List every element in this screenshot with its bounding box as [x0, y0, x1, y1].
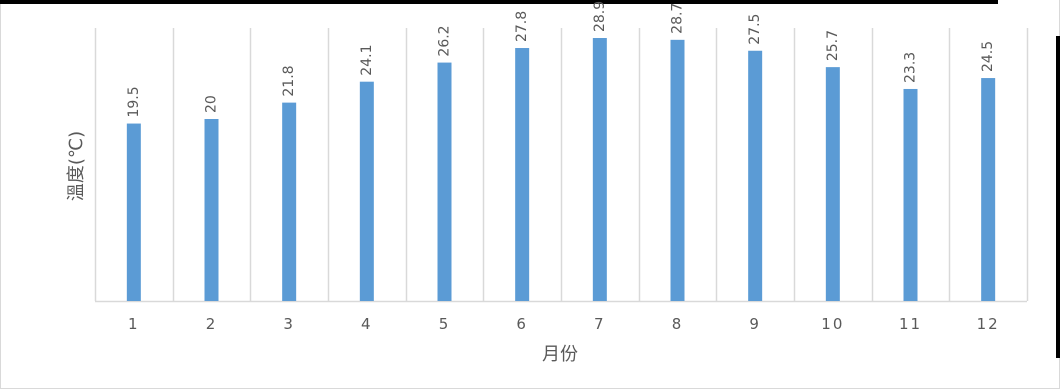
bar: [670, 39, 685, 302]
bar: [126, 123, 141, 301]
data-labels: 19.5 20 21.8 24.1 26.2 27.8 28.9 28.7 27.5 25.7 23…: [126, 1, 996, 118]
data-label: 19.5: [126, 86, 142, 117]
data-label: 28.7: [670, 3, 686, 34]
data-label: 27.5: [747, 14, 763, 45]
x-tick-label: 5: [439, 315, 451, 333]
chart-grid: [94, 28, 1029, 303]
data-label: 24.1: [359, 45, 375, 76]
bar: [359, 81, 374, 301]
bar: [592, 38, 607, 301]
x-tick-label: 8: [672, 315, 684, 333]
x-axis-title: 月份: [542, 344, 578, 365]
data-label: 26.2: [437, 25, 453, 56]
x-tick-label: 1: [128, 315, 140, 333]
bar: [903, 88, 918, 301]
top-border-bar: [0, 0, 998, 4]
x-tick-label: 10: [821, 315, 844, 333]
x-tick-label: 7: [594, 315, 606, 333]
data-label: 27.8: [514, 11, 530, 42]
x-tick-label: 4: [361, 315, 373, 333]
data-label: 21.8: [281, 65, 297, 96]
x-tick-label: 3: [283, 315, 295, 333]
bar: [748, 50, 763, 301]
x-tick-label: 6: [516, 315, 528, 333]
data-label: 25.7: [825, 30, 841, 61]
x-tick-label: 11: [899, 315, 922, 333]
bar: [282, 102, 297, 302]
y-axis-title: 溫度(℃): [66, 131, 87, 201]
bar: [515, 48, 530, 301]
bar: [437, 62, 452, 301]
data-label: 28.9: [592, 1, 608, 32]
data-label: 24.5: [980, 41, 996, 72]
x-tick-labels: 1 2 3 4 5 6 7 8 9 10 11 12: [128, 315, 1000, 333]
data-label: 20: [204, 95, 220, 113]
x-tick-label: 12: [977, 315, 1000, 333]
x-tick-label: 2: [206, 315, 218, 333]
right-edge-strip: [1056, 36, 1060, 358]
x-tick-label: 9: [749, 315, 761, 333]
bar: [825, 67, 840, 301]
bar: [981, 78, 996, 301]
bar-series: [126, 38, 996, 302]
bar: [204, 119, 219, 301]
data-label: 23.3: [903, 52, 919, 83]
